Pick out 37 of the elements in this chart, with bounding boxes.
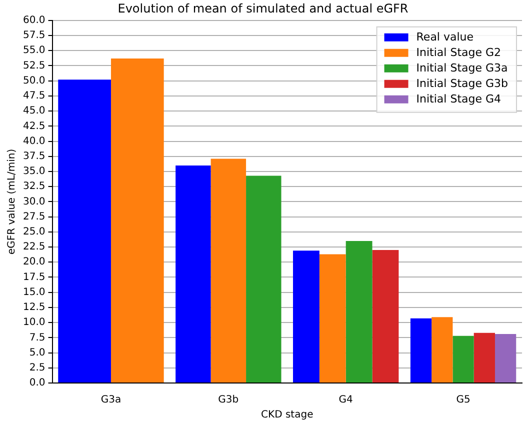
y-tick-label: 32.5 xyxy=(23,181,46,192)
legend-label: Initial Stage G2 xyxy=(416,46,502,59)
y-tick-label: 50.0 xyxy=(23,75,46,86)
y-tick-label: 2.5 xyxy=(29,362,46,374)
y-tick-label: 27.5 xyxy=(23,211,46,222)
y-tick-label: 20.0 xyxy=(23,256,46,268)
y-tick-label: 7.5 xyxy=(29,332,46,344)
x-tick-label: G3b xyxy=(218,394,239,406)
legend-label: Initial Stage G3a xyxy=(416,61,508,74)
y-tick-label: 30.0 xyxy=(23,196,46,208)
legend-label: Initial Stage G3b xyxy=(416,76,508,90)
y-tick-label: 47.5 xyxy=(23,90,46,102)
y-tick-label: 55.0 xyxy=(23,45,46,56)
y-tick-label: 0.0 xyxy=(29,378,46,389)
y-tick-label: 10.0 xyxy=(23,317,46,328)
x-axis-title: CKD stage xyxy=(261,410,314,421)
legend-label: Initial Stage G4 xyxy=(416,92,502,106)
x-tick-label: G3a xyxy=(100,394,122,406)
y-tick-label: 25.0 xyxy=(23,226,46,238)
y-tick-label: 15.0 xyxy=(23,286,46,298)
y-tick-label: 37.5 xyxy=(23,150,46,162)
y-tick-label: 17.5 xyxy=(23,272,46,283)
y-tick-label: 5.0 xyxy=(29,347,46,358)
y-tick-label: 35.0 xyxy=(23,166,46,178)
y-tick-label: 60.0 xyxy=(23,14,46,26)
x-tick-label: G5 xyxy=(456,394,470,406)
y-tick-label: 52.5 xyxy=(23,60,46,72)
legend-label: Real value xyxy=(416,30,474,44)
x-tick-label: G4 xyxy=(338,394,353,406)
y-tick-label: 22.5 xyxy=(23,242,46,253)
y-axis-title: eGFR value (mL/min) xyxy=(6,148,18,255)
y-tick-label: 57.5 xyxy=(23,30,46,42)
y-tick-label: 45.0 xyxy=(23,106,46,117)
y-tick-label: 40.0 xyxy=(23,136,46,147)
chart-title: Evolution of mean of simulated and actual eGFR xyxy=(118,1,408,16)
y-tick-label: 12.5 xyxy=(23,302,46,314)
y-tick-label: 42.5 xyxy=(23,120,46,132)
